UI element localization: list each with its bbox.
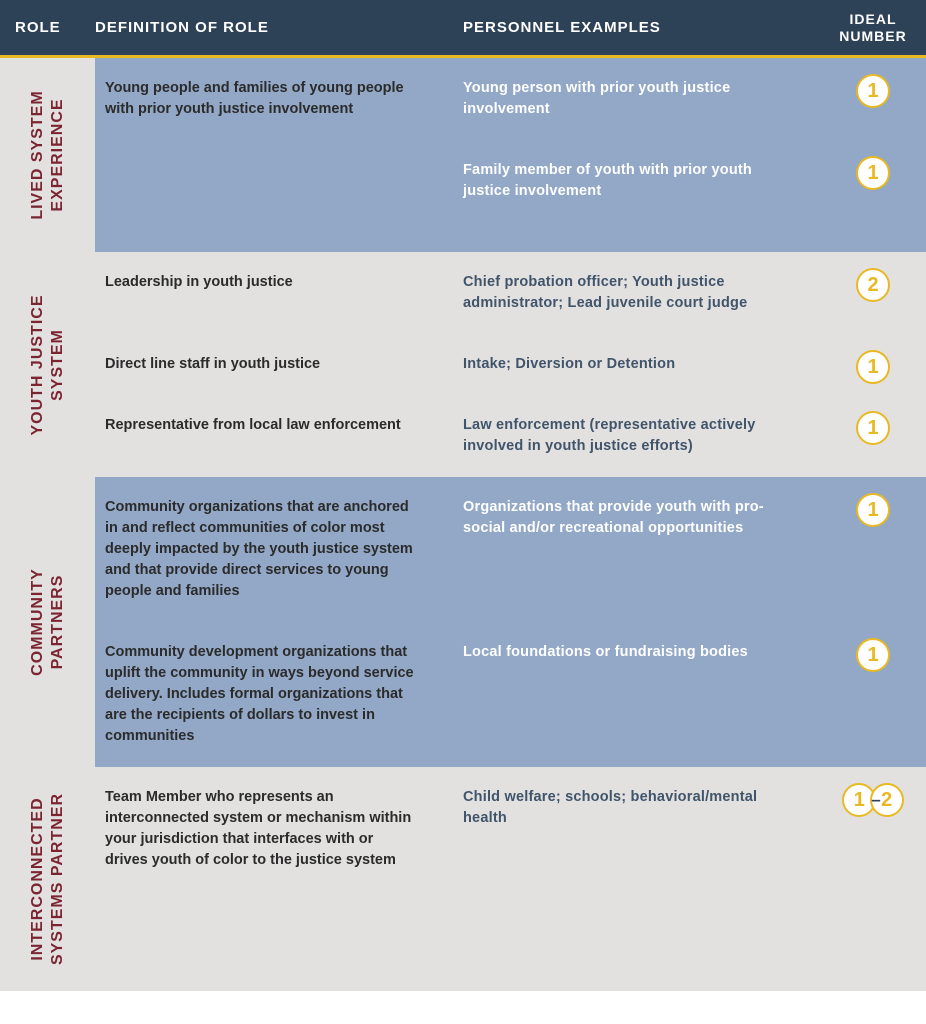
personnel-cell: Intake; Diversion or Detention bbox=[455, 334, 820, 395]
role-label-text: YOUTH JUSTICE SYSTEM bbox=[28, 294, 68, 435]
ideal-number-badge: 1 bbox=[856, 493, 890, 527]
ideal-number-badge: 1 bbox=[856, 350, 890, 384]
table-row: Direct line staff in youth justice Intak… bbox=[95, 334, 926, 395]
role-label-cell: COMMUNITY PARTNERS bbox=[0, 477, 95, 767]
table-row: Leadership in youth justice Chief probat… bbox=[95, 252, 926, 334]
table-row: Representative from local law enforcemen… bbox=[95, 395, 926, 477]
table-row: Community development organizations that… bbox=[95, 622, 926, 767]
personnel-cell: Chief probation officer; Youth justice a… bbox=[455, 252, 820, 334]
section-lived-system-experience: LIVED SYSTEM EXPERIENCE Young people and… bbox=[0, 58, 926, 252]
ideal-number-cell: 1 – 2 bbox=[820, 767, 926, 991]
personnel-cell: Child welfare; schools; behavioral/menta… bbox=[455, 767, 820, 991]
ideal-number-cell: 1 bbox=[820, 395, 926, 477]
table-row: Team Member who represents an interconne… bbox=[95, 767, 926, 991]
header-personnel: PERSONNEL EXAMPLES bbox=[455, 19, 820, 36]
role-label-cell: LIVED SYSTEM EXPERIENCE bbox=[0, 58, 95, 252]
section-community-partners: COMMUNITY PARTNERS Community organizatio… bbox=[0, 477, 926, 767]
table-row: Young people and families of young peopl… bbox=[95, 58, 926, 140]
range-dash: – bbox=[871, 790, 880, 810]
header-role: ROLE bbox=[0, 19, 95, 36]
ideal-number-badge: 1 bbox=[856, 156, 890, 190]
header-definition: DEFINITION OF ROLE bbox=[95, 19, 455, 36]
personnel-cell: Young person with prior youth justice in… bbox=[455, 58, 820, 140]
ideal-number-cell: 1 bbox=[820, 58, 926, 140]
ideal-number-cell: 1 bbox=[820, 334, 926, 395]
role-label-text: COMMUNITY PARTNERS bbox=[28, 568, 68, 676]
section-interconnected-systems-partner: INTERCONNECTED SYSTEMS PARTNER Team Memb… bbox=[0, 767, 926, 991]
definition-cell: Young people and families of young peopl… bbox=[95, 58, 455, 140]
definition-cell: Direct line staff in youth justice bbox=[95, 334, 455, 395]
definition-cell bbox=[95, 140, 455, 252]
ideal-number-cell: 2 bbox=[820, 252, 926, 334]
ideal-number-badge: 1 bbox=[856, 411, 890, 445]
role-definition-table: ROLE DEFINITION OF ROLE PERSONNEL EXAMPL… bbox=[0, 0, 926, 991]
table-row: Community organizations that are anchore… bbox=[95, 477, 926, 622]
definition-cell: Leadership in youth justice bbox=[95, 252, 455, 334]
personnel-cell: Law enforcement (representative actively… bbox=[455, 395, 820, 477]
role-label-cell: YOUTH JUSTICE SYSTEM bbox=[0, 252, 95, 477]
table-header-row: ROLE DEFINITION OF ROLE PERSONNEL EXAMPL… bbox=[0, 0, 926, 58]
section-youth-justice-system: YOUTH JUSTICE SYSTEM Leadership in youth… bbox=[0, 252, 926, 477]
ideal-number-badge: 1 bbox=[856, 638, 890, 672]
role-label-text: LIVED SYSTEM EXPERIENCE bbox=[28, 90, 68, 219]
ideal-number-range: 1 – 2 bbox=[842, 783, 903, 817]
personnel-cell: Local foundations or fundraising bodies bbox=[455, 622, 820, 767]
ideal-number-cell: 1 bbox=[820, 477, 926, 622]
personnel-cell: Organizations that provide youth with pr… bbox=[455, 477, 820, 622]
ideal-number-badge: 1 bbox=[856, 74, 890, 108]
table-row: Family member of youth with prior youth … bbox=[95, 140, 926, 252]
ideal-number-cell: 1 bbox=[820, 622, 926, 767]
definition-cell: Representative from local law enforcemen… bbox=[95, 395, 455, 477]
role-label-text: INTERCONNECTED SYSTEMS PARTNER bbox=[28, 793, 68, 965]
header-ideal-number: IDEAL NUMBER bbox=[820, 11, 926, 45]
role-label-cell: INTERCONNECTED SYSTEMS PARTNER bbox=[0, 767, 95, 991]
definition-cell: Community development organizations that… bbox=[95, 622, 455, 767]
ideal-number-cell: 1 bbox=[820, 140, 926, 252]
personnel-cell: Family member of youth with prior youth … bbox=[455, 140, 820, 252]
ideal-number-badge: 2 bbox=[856, 268, 890, 302]
definition-cell: Community organizations that are anchore… bbox=[95, 477, 455, 622]
definition-cell: Team Member who represents an interconne… bbox=[95, 767, 455, 991]
